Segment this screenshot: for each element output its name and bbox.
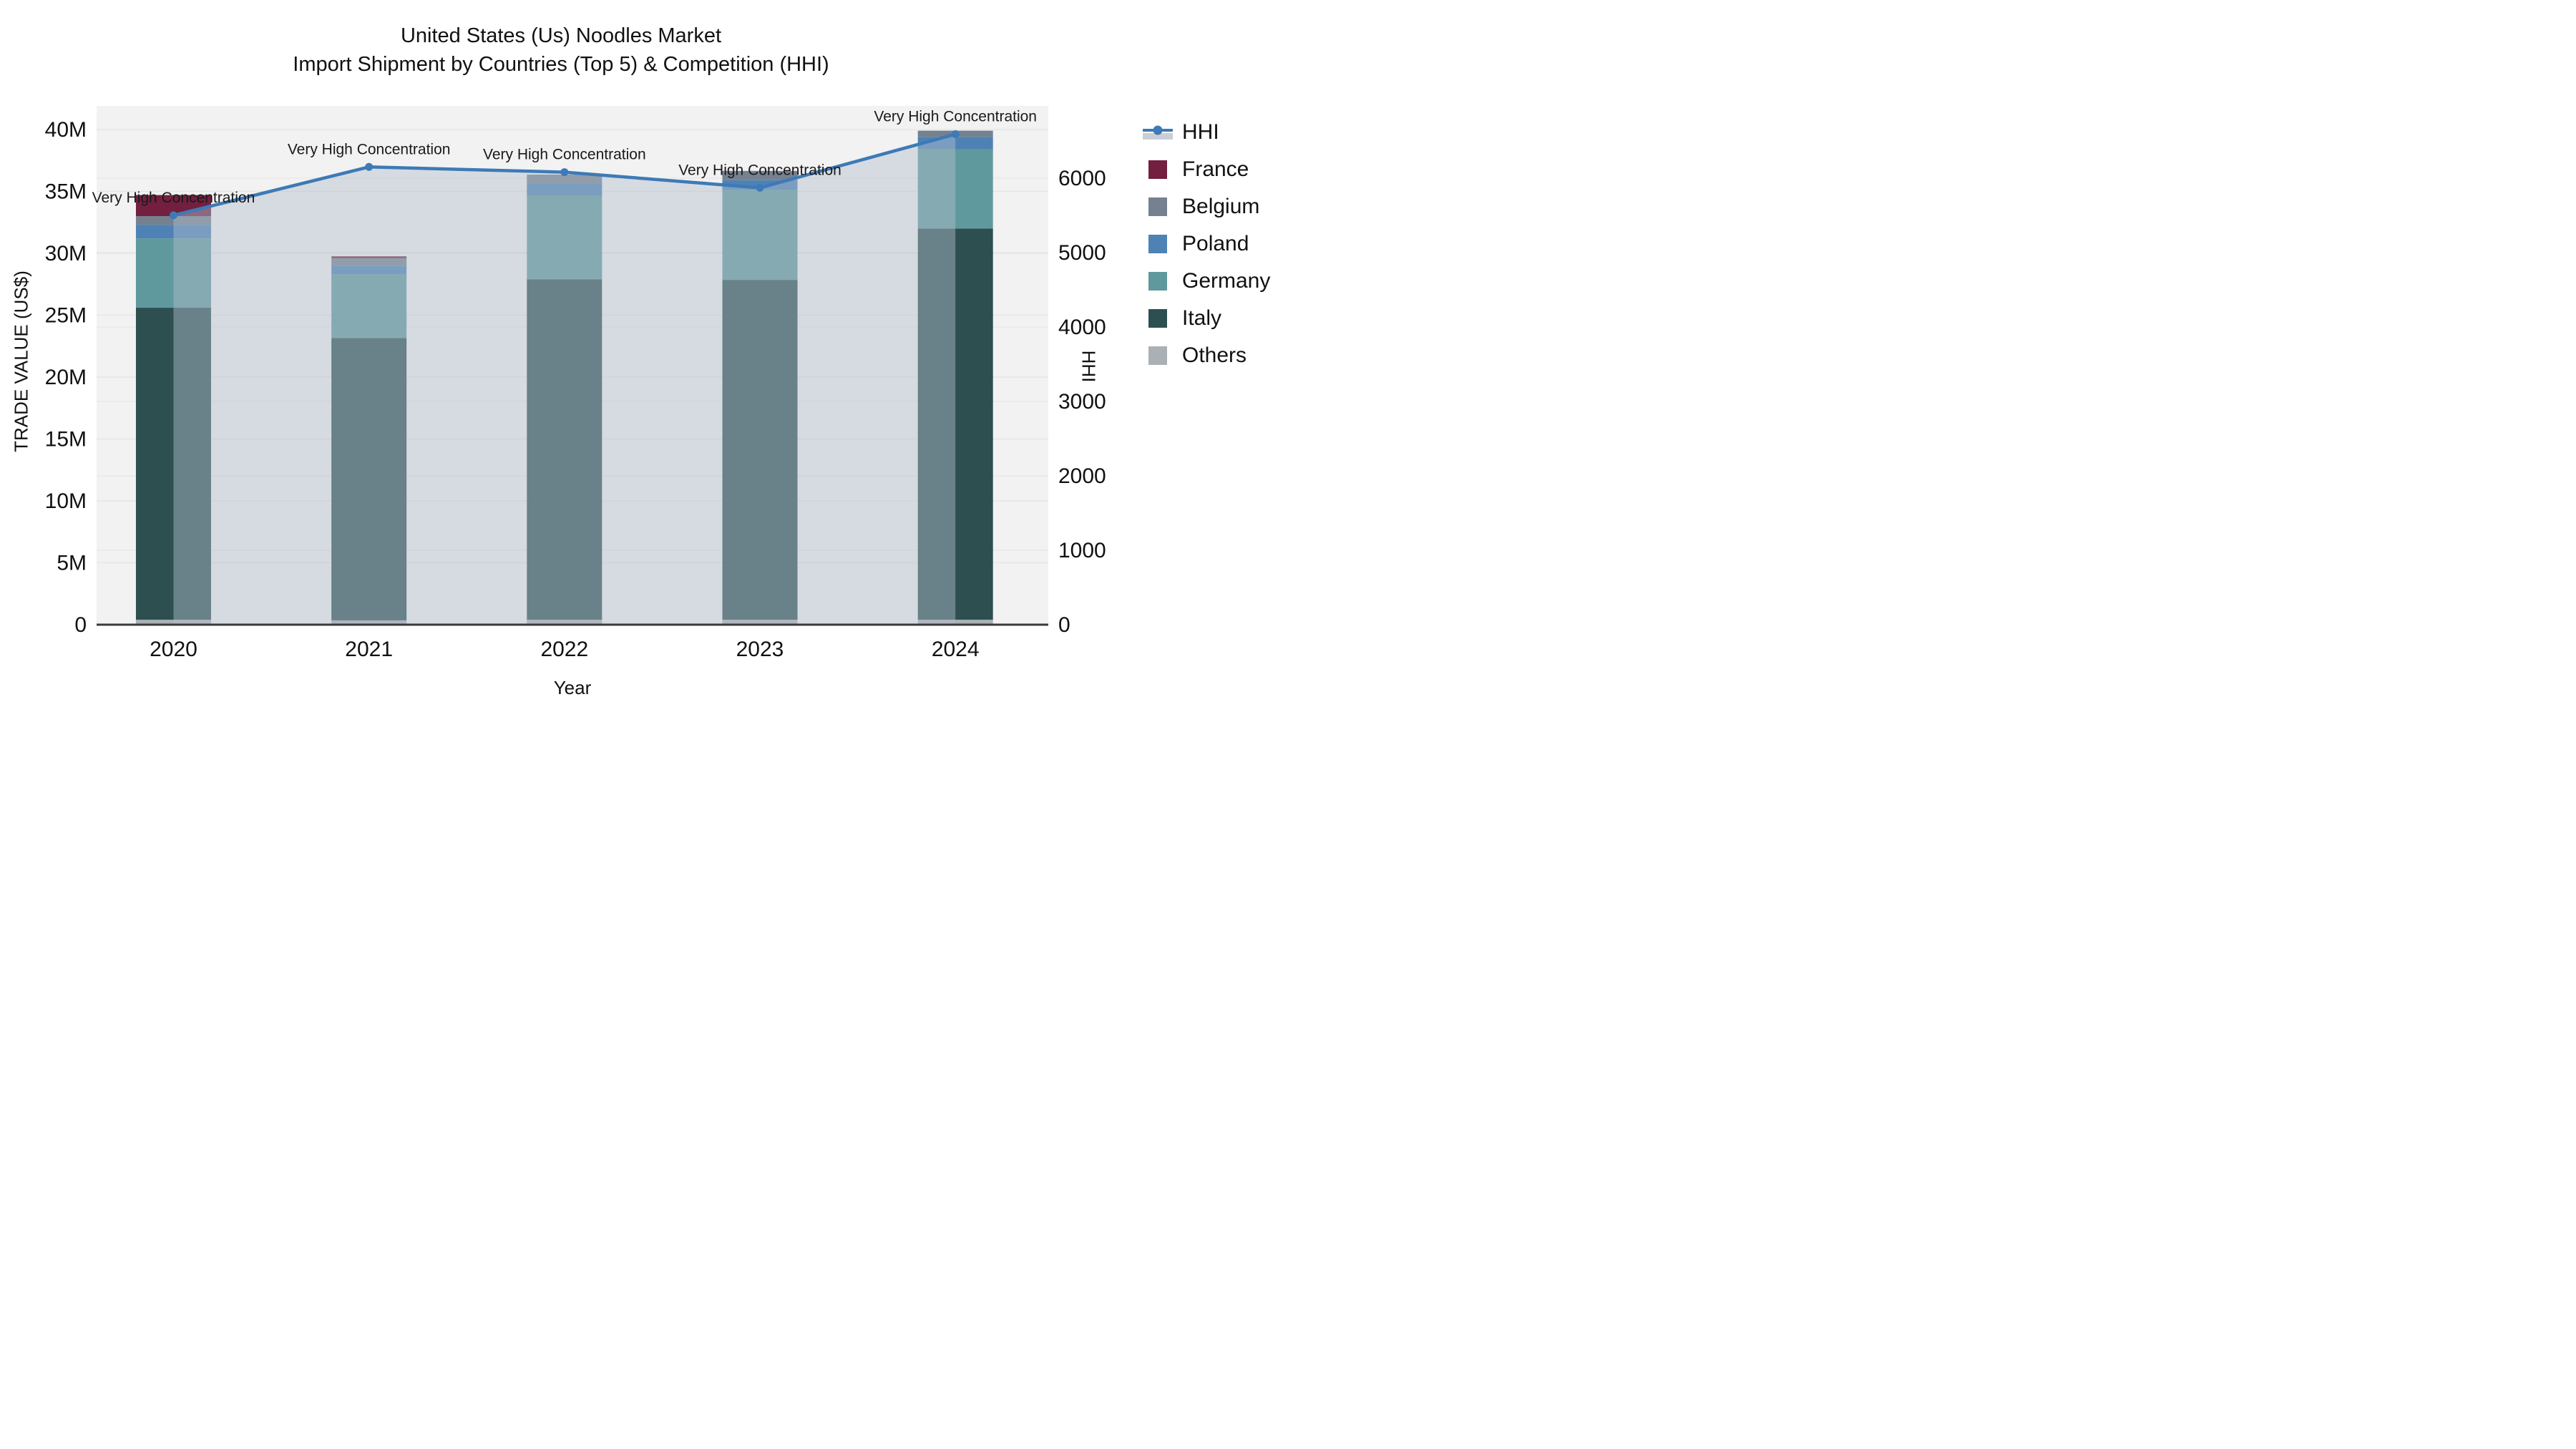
legend: HHI France Belgium Poland Germany Italy … bbox=[1142, 120, 1270, 368]
bar-segment-belgium-2023[interactable] bbox=[722, 170, 798, 180]
bar-segment-italy-2021[interactable] bbox=[331, 338, 407, 620]
italy-color-swatch-icon bbox=[1148, 309, 1167, 328]
legend-item-france[interactable]: France bbox=[1142, 157, 1270, 182]
bar-segment-italy-2020[interactable] bbox=[135, 308, 211, 620]
x-tick-2022: 2022 bbox=[540, 638, 588, 661]
bar-segment-poland-2020[interactable] bbox=[135, 225, 211, 239]
bar-segment-others-2020[interactable] bbox=[135, 620, 211, 625]
legend-item-hhi[interactable]: HHI bbox=[1142, 120, 1270, 145]
x-tick-2021: 2021 bbox=[345, 638, 393, 661]
chart-title: United States (Us) Noodles Market Import… bbox=[293, 21, 829, 79]
y-left-tick: 15M bbox=[45, 427, 87, 451]
chart-title-line1: United States (Us) Noodles Market bbox=[400, 24, 722, 47]
legend-label-poland: Poland bbox=[1182, 232, 1249, 255]
bar-segment-others-2023[interactable] bbox=[722, 620, 798, 625]
y-right-tick: 0 bbox=[1058, 613, 1070, 637]
annotation-2024: Very High Concentration bbox=[874, 109, 1037, 125]
bar-segment-france-2021[interactable] bbox=[331, 256, 407, 258]
legend-label-others: Others bbox=[1182, 343, 1247, 367]
legend-item-germany[interactable]: Germany bbox=[1142, 269, 1270, 293]
y-right-tick: 1000 bbox=[1058, 539, 1106, 562]
france-color-swatch-icon bbox=[1148, 160, 1167, 179]
bar-segment-others-2021[interactable] bbox=[331, 620, 407, 625]
hhi-area-fill bbox=[173, 134, 956, 625]
hhi-point-2023[interactable] bbox=[756, 183, 764, 192]
annotation-2020: Very High Concentration bbox=[92, 190, 255, 206]
bar-segment-italy-2023[interactable] bbox=[722, 280, 798, 620]
legend-label-italy: Italy bbox=[1182, 306, 1222, 330]
bar-segment-poland-2022[interactable] bbox=[527, 184, 602, 196]
y-left-tick: 40M bbox=[45, 118, 87, 142]
belgium-color-swatch-icon bbox=[1148, 197, 1167, 216]
bar-segment-germany-2020[interactable] bbox=[135, 238, 211, 308]
legend-label-france: France bbox=[1182, 157, 1249, 181]
germany-color-swatch-icon bbox=[1148, 272, 1167, 291]
bar-segment-germany-2023[interactable] bbox=[722, 190, 798, 280]
y-right-tick: 6000 bbox=[1058, 167, 1106, 190]
legend-item-others[interactable]: Others bbox=[1142, 343, 1270, 368]
legend-label-belgium: Belgium bbox=[1182, 195, 1260, 218]
bar-segment-italy-2022[interactable] bbox=[527, 279, 602, 620]
bar-segment-germany-2021[interactable] bbox=[331, 274, 407, 338]
plot-area: Very High Concentration Very High Concent… bbox=[45, 106, 1106, 661]
poland-color-swatch-icon bbox=[1148, 235, 1167, 253]
legend-label-germany: Germany bbox=[1182, 269, 1271, 293]
hhi-point-2024[interactable] bbox=[951, 130, 960, 139]
x-tick-2023: 2023 bbox=[736, 638, 784, 661]
y-axis-title-right: HHI bbox=[1078, 350, 1100, 383]
legend-label-hhi: HHI bbox=[1182, 120, 1219, 144]
bar-segment-belgium-2021[interactable] bbox=[331, 258, 407, 266]
x-axis-title: Year bbox=[553, 677, 592, 698]
y-right-tick: 2000 bbox=[1058, 464, 1106, 488]
y-left-tick: 30M bbox=[45, 242, 87, 265]
chart-page: United States (Us) Noodles Market Import… bbox=[0, 0, 1288, 725]
y-left-tick: 35M bbox=[45, 180, 87, 203]
annotation-2023: Very High Concentration bbox=[678, 162, 841, 178]
bar-segment-germany-2022[interactable] bbox=[527, 195, 602, 280]
bar-segment-belgium-2020[interactable] bbox=[135, 215, 211, 225]
hhi-point-2021[interactable] bbox=[365, 162, 374, 171]
chart-title-line2: Import Shipment by Countries (Top 5) & C… bbox=[293, 53, 829, 77]
y-axis-title-left: TRADE VALUE (US$) bbox=[10, 270, 32, 452]
bar-segment-others-2024[interactable] bbox=[917, 620, 993, 625]
annotation-2022: Very High Concentration bbox=[483, 147, 646, 163]
y-right-tick: 3000 bbox=[1058, 390, 1106, 414]
bar-segment-others-2022[interactable] bbox=[527, 620, 602, 625]
y-left-tick: 25M bbox=[45, 303, 87, 327]
bar-segment-poland-2021[interactable] bbox=[331, 265, 407, 275]
bar-segment-italy-2024[interactable] bbox=[917, 228, 993, 620]
legend-item-poland[interactable]: Poland bbox=[1142, 232, 1270, 256]
y-left-tick: 0 bbox=[74, 613, 87, 637]
legend-item-italy[interactable]: Italy bbox=[1142, 306, 1270, 331]
x-tick-2020: 2020 bbox=[150, 638, 197, 661]
y-right-tick: 4000 bbox=[1058, 316, 1106, 339]
others-color-swatch-icon bbox=[1148, 346, 1167, 365]
y-left-tick: 5M bbox=[57, 551, 87, 575]
annotation-2021: Very High Concentration bbox=[288, 141, 451, 157]
bar-segment-germany-2024[interactable] bbox=[917, 149, 993, 229]
y-left-tick: 10M bbox=[45, 489, 87, 513]
legend-item-belgium[interactable]: Belgium bbox=[1142, 195, 1270, 219]
y-right-tick: 5000 bbox=[1058, 241, 1106, 265]
y-left-tick: 20M bbox=[45, 366, 87, 389]
hhi-point-2020[interactable] bbox=[169, 211, 177, 220]
hhi-point-2022[interactable] bbox=[560, 168, 569, 177]
bar-segment-belgium-2022[interactable] bbox=[527, 175, 602, 185]
hhi-line-swatch-icon bbox=[1142, 123, 1174, 142]
x-tick-2024: 2024 bbox=[932, 638, 980, 661]
